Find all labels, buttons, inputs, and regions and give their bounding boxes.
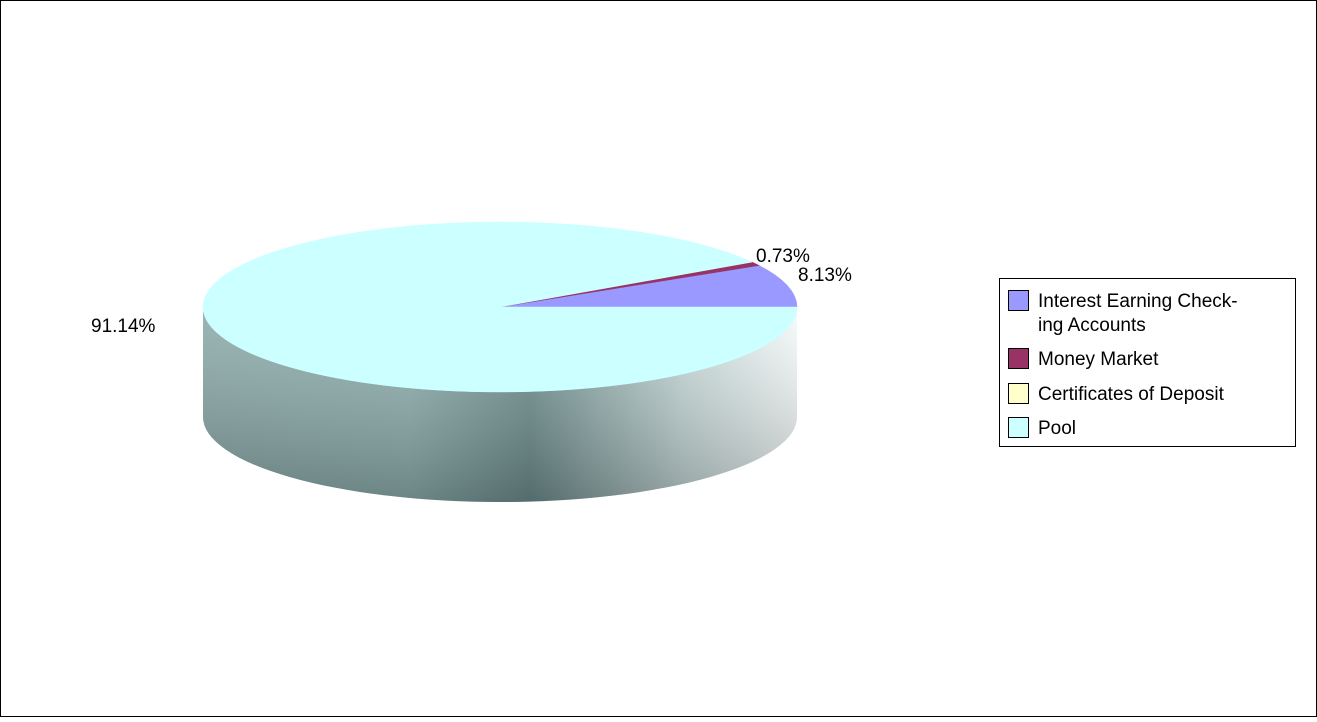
legend-label-pool: Pool xyxy=(1038,418,1076,439)
legend-swatch-certificates-of-deposit xyxy=(1008,383,1029,404)
legend-item-certificates-of-deposit: Certificates of Deposit xyxy=(1008,383,1225,405)
legend-label-interest-earning-checking-accounts: ing Accounts xyxy=(1038,315,1146,336)
legend-item-money-market: Money Market xyxy=(1008,348,1159,370)
legend-label-certificates-of-deposit: Certificates of Deposit xyxy=(1038,384,1225,405)
legend-item-interest-earning-checking-accounts: Interest Earning Check-ing Accounts xyxy=(1008,290,1238,336)
pie-layer xyxy=(202,221,798,502)
legend: Interest Earning Check-ing Accounts Money… xyxy=(999,278,1296,447)
data-label-money-market: 0.73% xyxy=(756,246,810,267)
legend-label-interest-earning-checking-accounts: Interest Earning Check- xyxy=(1038,291,1238,312)
data-label-pool: 91.14% xyxy=(91,316,156,337)
pie-slice-pool xyxy=(202,221,798,393)
legend-swatch-interest-earning-checking-accounts xyxy=(1008,290,1029,311)
pie-slice-interest-earning-checking-accounts xyxy=(499,265,798,308)
data-label-interest-earning-checking-accounts: 8.13% xyxy=(798,265,852,286)
legend-swatch-pool xyxy=(1008,417,1029,438)
legend-box xyxy=(999,278,1296,447)
pie-side-shading xyxy=(203,307,797,502)
data-labels: 8.13%0.73% 91.14% xyxy=(91,246,852,337)
legend-swatch-money-market xyxy=(1008,348,1029,369)
legend-label-money-market: Money Market xyxy=(1038,349,1159,370)
legend-item-pool: Pool xyxy=(1008,417,1076,439)
